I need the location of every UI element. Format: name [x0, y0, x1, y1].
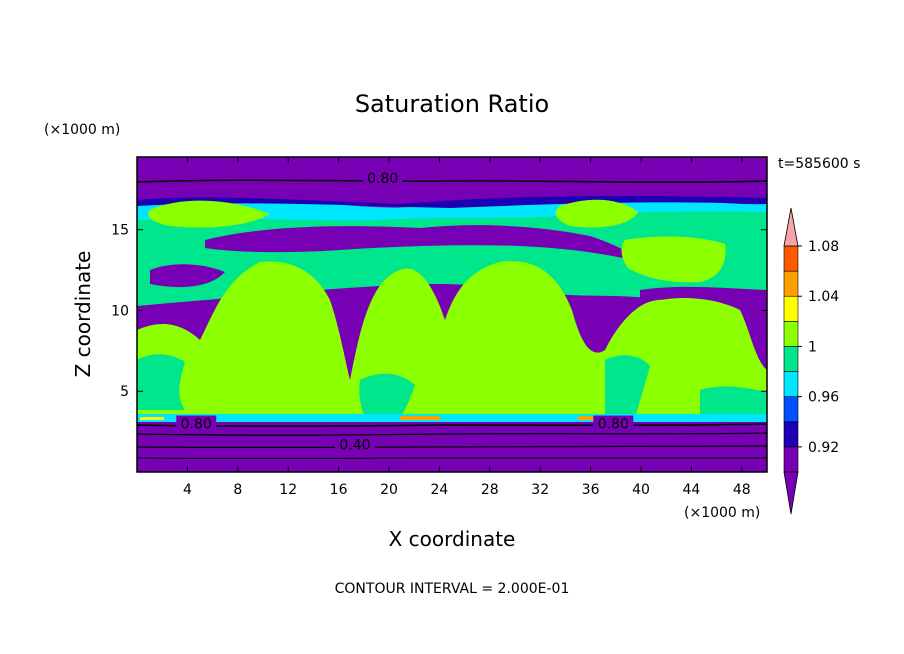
x-axis-title: X coordinate — [389, 527, 516, 551]
y-axis: 5 10 15 — [111, 223, 767, 400]
contour-label: 0.80 — [181, 417, 212, 433]
contour-line-020 — [137, 457, 767, 459]
colorbar-label: 1 — [808, 339, 817, 355]
x-tick-label: 16 — [330, 482, 348, 498]
cloud-base-warm-3 — [140, 417, 164, 420]
contour-label-box — [334, 436, 375, 453]
x-tick-label: 36 — [582, 482, 600, 498]
x-tick-label: 20 — [380, 482, 398, 498]
colorbar-label: 1.08 — [808, 239, 839, 255]
mid-cloud-gaps — [137, 354, 767, 418]
x-tick-label: 28 — [481, 482, 499, 498]
x-tick-label: 8 — [233, 482, 242, 498]
colorbar-label: 0.96 — [808, 390, 839, 406]
colorbar-segment — [783, 371, 799, 397]
x-tick-label: 40 — [632, 482, 650, 498]
y-tick-label: 5 — [120, 384, 129, 400]
colorbar-segment — [783, 245, 799, 272]
y-tick-label: 15 — [111, 223, 129, 239]
y-unit-label: (×1000 m) — [44, 122, 120, 138]
colorbar-segment — [783, 421, 799, 448]
colorbar-under-triangle — [783, 471, 799, 515]
contour-label: 0.80 — [367, 171, 398, 187]
x-tick-label: 24 — [430, 482, 448, 498]
colorbar-over-triangle — [783, 207, 799, 247]
upper-cloud-right-block — [621, 236, 726, 283]
y-axis-title: Z coordinate — [71, 251, 95, 378]
colorbar-segment — [783, 396, 799, 423]
upper-cloud-top-left — [148, 200, 270, 228]
contour-line-080-top — [137, 179, 767, 183]
upper-cloud-top-right — [555, 199, 638, 228]
x-unit-label: (×1000 m) — [684, 505, 760, 521]
dry-intrusion-left — [150, 264, 225, 288]
contour-line-080-bottom — [137, 423, 767, 427]
contour-line-040 — [137, 445, 767, 449]
x-tick-label: 44 — [682, 482, 700, 498]
cloud-base-band — [137, 414, 767, 422]
colorbar-segment — [783, 270, 799, 297]
contour-label-box — [593, 415, 634, 432]
x-tick-label: 48 — [733, 482, 751, 498]
colorbar: 1.08 1.04 1 0.96 0.92 — [783, 207, 839, 515]
time-label: t=585600 s — [778, 156, 860, 172]
colorbar-segment — [783, 446, 799, 473]
colorbar-segment — [783, 321, 799, 347]
field-plot — [137, 157, 767, 472]
x-tick-label: 4 — [183, 482, 192, 498]
colorbar-label: 1.04 — [808, 289, 839, 305]
cloud-base-warm-1 — [400, 416, 440, 420]
upper-cloud-fringe — [137, 196, 767, 208]
contour-label-box — [362, 170, 403, 186]
contour-labels: 0.80 0.80 0.80 0.40 — [176, 170, 634, 454]
contour-line-060 — [137, 432, 767, 436]
contour-label: 0.40 — [339, 438, 370, 454]
chart-title: Saturation Ratio — [355, 90, 549, 118]
contour-interval-note: CONTOUR INTERVAL = 2.000E-01 — [335, 581, 570, 597]
colorbar-segment — [783, 295, 799, 322]
colorbar-segment — [783, 346, 799, 372]
y-tick-label: 10 — [111, 303, 129, 319]
x-tick-label: 12 — [279, 482, 297, 498]
colorbar-label: 0.92 — [808, 440, 839, 456]
x-tick-label: 32 — [531, 482, 549, 498]
x-axis: 4 8 12 16 20 24 28 32 36 40 44 48 — [183, 157, 751, 498]
plot-frame — [136, 156, 768, 473]
dry-intrusion-upper — [205, 225, 640, 262]
contour-label-box — [176, 415, 217, 432]
contour-label: 0.80 — [598, 417, 629, 433]
